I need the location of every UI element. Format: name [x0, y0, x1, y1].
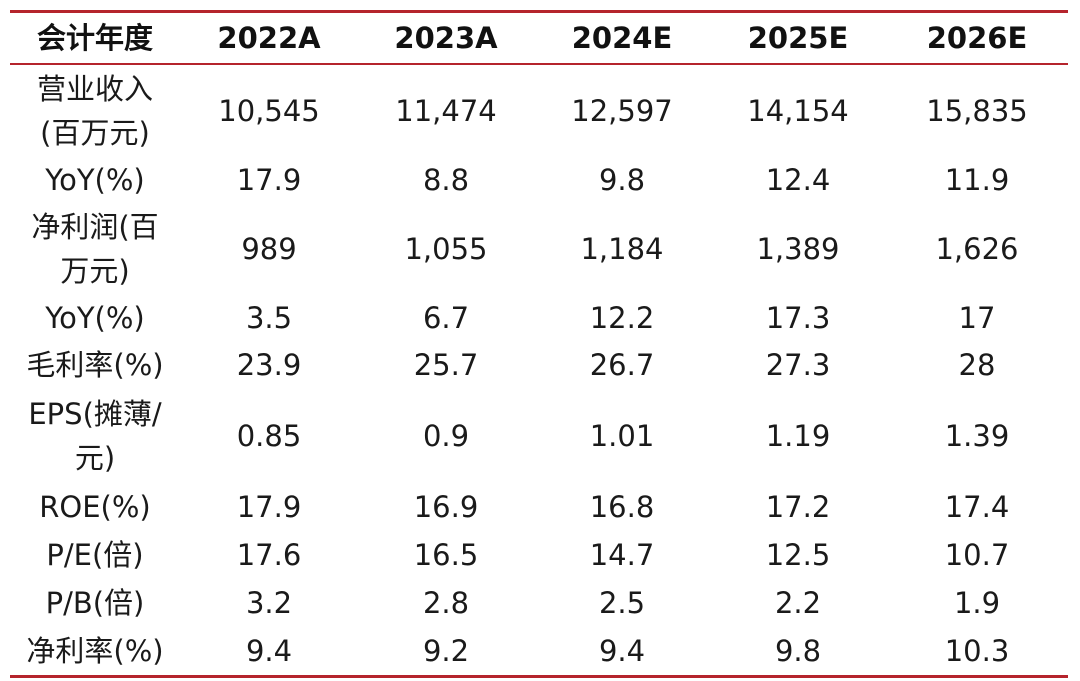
- table-cell: 1,389: [756, 232, 840, 266]
- table-cell: 17.9: [236, 490, 302, 524]
- table-cell: 17.9: [236, 163, 302, 197]
- table-cell: 10,545: [218, 94, 320, 128]
- row-label: 营业收入 (百万元): [36, 72, 153, 150]
- table-row-revenue-yoy: YoY(%) 17.9 8.8 9.8 12.4 11.9: [10, 157, 1068, 203]
- table-row-eps: EPS(摊薄/ 元) 0.85 0.9 1.01 1.19 1.39: [10, 389, 1068, 483]
- table-cell: 6.7: [422, 301, 470, 335]
- header-cell-2023A: 2023A: [394, 21, 498, 55]
- table-cell: 989: [241, 232, 297, 266]
- table-cell: 11.9: [944, 163, 1010, 197]
- table-row-net-margin: 净利率(%) 9.4 9.2 9.4 9.8 10.3: [10, 627, 1068, 675]
- row-label: 毛利率(%): [26, 348, 164, 382]
- table-cell: 14,154: [747, 94, 849, 128]
- table-cell: 10.3: [944, 634, 1010, 668]
- table-cell: 17.6: [236, 538, 302, 572]
- table-row-revenue: 营业收入 (百万元) 10,545 11,474 12,597 14,154 1…: [10, 65, 1068, 157]
- row-label: EPS(摊薄/ 元): [28, 397, 162, 475]
- table-cell: 12.2: [589, 301, 655, 335]
- table-cell: 17: [958, 301, 996, 335]
- table-cell: 11,474: [395, 94, 497, 128]
- table-bottom-rule: [10, 675, 1068, 678]
- table-cell: 2.5: [598, 586, 646, 620]
- table-cell: 9.2: [422, 634, 470, 668]
- table-cell: 12.4: [765, 163, 831, 197]
- table-cell: 0.9: [422, 419, 470, 453]
- row-label: ROE(%): [39, 490, 151, 524]
- header-cell-2025E: 2025E: [747, 21, 849, 55]
- financial-forecast-table: 会计年度 2022A 2023A 2024E 2025E 2026E 营业收入 …: [10, 10, 1068, 678]
- table-cell: 3.2: [245, 586, 293, 620]
- table-row-gross-margin: 毛利率(%) 23.9 25.7 26.7 27.3 28: [10, 341, 1068, 389]
- table-top-rule: [10, 10, 1068, 13]
- table-cell: 8.8: [422, 163, 470, 197]
- table-row-pb: P/B(倍) 3.2 2.8 2.5 2.2 1.9: [10, 579, 1068, 627]
- table-cell: 3.5: [245, 301, 293, 335]
- table-cell: 17.4: [944, 490, 1010, 524]
- table-cell: 12,597: [571, 94, 673, 128]
- header-cell-2024E: 2024E: [571, 21, 673, 55]
- table-cell: 9.4: [245, 634, 293, 668]
- table-cell: 1,626: [935, 232, 1019, 266]
- row-label: P/B(倍): [45, 586, 145, 620]
- table-cell: 1.19: [765, 419, 831, 453]
- row-label: YoY(%): [45, 301, 145, 335]
- table-cell: 14.7: [589, 538, 655, 572]
- table-cell: 1,055: [404, 232, 488, 266]
- table-row-net-profit: 净利润(百 万元) 989 1,055 1,184 1,389 1,626: [10, 203, 1068, 295]
- header-cell-year-label: 会计年度: [36, 21, 153, 55]
- table-cell: 23.9: [236, 348, 302, 382]
- table-cell: 25.7: [413, 348, 479, 382]
- table-cell: 9.8: [774, 634, 822, 668]
- table-row-net-profit-yoy: YoY(%) 3.5 6.7 12.2 17.3 17: [10, 295, 1068, 341]
- table-cell: 16.9: [413, 490, 479, 524]
- table-cell: 2.2: [774, 586, 822, 620]
- table-row-roe: ROE(%) 17.9 16.9 16.8 17.2 17.4: [10, 483, 1068, 531]
- table-cell: 1.39: [944, 419, 1010, 453]
- table-header-rule: [10, 63, 1068, 65]
- table-cell: 2.8: [422, 586, 470, 620]
- table-cell: 10.7: [944, 538, 1010, 572]
- table-cell: 26.7: [589, 348, 655, 382]
- table-cell: 1,184: [580, 232, 664, 266]
- table-cell: 0.85: [236, 419, 302, 453]
- table-cell: 16.8: [589, 490, 655, 524]
- row-label: 净利率(%): [26, 634, 164, 668]
- table-cell: 17.2: [765, 490, 831, 524]
- row-label: P/E(倍): [46, 538, 144, 572]
- header-cell-2022A: 2022A: [217, 21, 321, 55]
- row-label: YoY(%): [45, 163, 145, 197]
- table-row-pe: P/E(倍) 17.6 16.5 14.7 12.5 10.7: [10, 531, 1068, 579]
- table-cell: 9.4: [598, 634, 646, 668]
- table-cell: 12.5: [765, 538, 831, 572]
- table-cell: 1.01: [589, 419, 655, 453]
- table-header-row: 会计年度 2022A 2023A 2024E 2025E 2026E: [10, 13, 1068, 63]
- table-cell: 17.3: [765, 301, 831, 335]
- table-cell: 16.5: [413, 538, 479, 572]
- table-cell: 28: [958, 348, 996, 382]
- table-cell: 1.9: [953, 586, 1001, 620]
- row-label: 净利润(百 万元): [31, 210, 159, 288]
- table-cell: 27.3: [765, 348, 831, 382]
- table-cell: 9.8: [598, 163, 646, 197]
- header-cell-2026E: 2026E: [926, 21, 1028, 55]
- table-cell: 15,835: [926, 94, 1028, 128]
